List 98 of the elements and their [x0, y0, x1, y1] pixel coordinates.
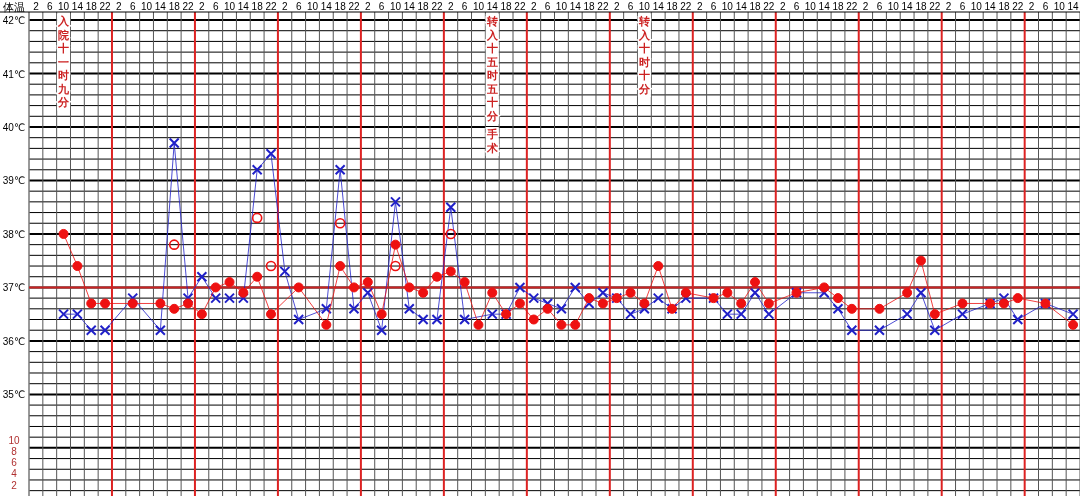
x-tick-label: 10 — [721, 1, 734, 12]
x-tick-label: 14 — [569, 1, 582, 12]
x-tick-label: 6 — [295, 1, 302, 12]
x-tick-label: 2 — [779, 1, 786, 12]
x-tick-label: 2 — [199, 1, 206, 12]
x-tick-label: 10 — [970, 1, 983, 12]
x-tick-label: 2 — [282, 1, 289, 12]
x-tick-label: 14 — [1067, 1, 1080, 12]
x-tick-label: 14 — [154, 1, 167, 12]
x-tick-label: 22 — [182, 1, 195, 12]
x-tick-label: 6 — [378, 1, 385, 12]
y2-tick-label: 2 — [11, 479, 18, 491]
x-tick-label: 6 — [461, 1, 468, 12]
x-tick-label: 18 — [334, 1, 347, 12]
y2-tick-label: 4 — [11, 468, 18, 480]
y-tick-label: 35℃ — [2, 389, 26, 401]
x-tick-label: 2 — [365, 1, 372, 12]
x-tick-label: 14 — [403, 1, 416, 12]
x-tick-label: 10 — [887, 1, 900, 12]
x-tick-label: 14 — [237, 1, 250, 12]
x-tick-label: 18 — [251, 1, 264, 12]
x-tick-label: 10 — [223, 1, 236, 12]
x-tick-label: 18 — [583, 1, 596, 12]
x-tick-label: 14 — [818, 1, 831, 12]
point — [168, 239, 180, 250]
y-tick-label: 38℃ — [2, 228, 26, 240]
x-tick-label: 22 — [929, 1, 941, 12]
point — [265, 260, 277, 272]
x-tick-label: 14 — [652, 1, 665, 12]
point — [334, 217, 346, 229]
y-tick-label: 41℃ — [2, 68, 26, 80]
x-tick-label: 10 — [1053, 1, 1066, 12]
x-tick-label: 6 — [544, 1, 551, 12]
x-tick-label: 22 — [514, 1, 526, 12]
x-tick-label: 2 — [862, 1, 869, 12]
x-tick-label: 18 — [832, 1, 844, 12]
x-tick-label: 22 — [265, 1, 278, 12]
x-tick-label: 10 — [555, 1, 568, 12]
x-tick-label: 6 — [876, 1, 883, 12]
y-tick-label: 39℃ — [2, 175, 26, 187]
x-tick-label: 6 — [129, 1, 136, 12]
x-tick-label: 22 — [348, 1, 360, 12]
x-tick-label: 22 — [763, 1, 775, 12]
x-tick-label: 2 — [116, 1, 123, 12]
x-tick-label: 18 — [749, 1, 762, 12]
x-tick-label: 14 — [901, 1, 914, 12]
x-tick-label: 18 — [915, 1, 927, 12]
y-tick-label: 42℃ — [2, 15, 26, 27]
x-tick-label: 10 — [472, 1, 485, 12]
x-tick-label: 6 — [1042, 1, 1049, 12]
x-tick-label: 10 — [804, 1, 817, 12]
x-tick-label: 14 — [735, 1, 748, 12]
x-tick-label: 2 — [945, 1, 952, 12]
x-tick-label: 6 — [959, 1, 966, 12]
x-tick-label: 18 — [998, 1, 1010, 12]
point — [390, 260, 401, 272]
annotation: 入院十一时九分 — [57, 14, 71, 111]
y2-tick-label: 10 — [8, 434, 20, 446]
point — [251, 212, 263, 224]
x-tick-label: 18 — [417, 1, 430, 12]
x-tick-label: 14 — [486, 1, 499, 12]
x-tick-label: 22 — [431, 1, 443, 12]
x-tick-label: 22 — [846, 1, 858, 12]
x-tick-label: 10 — [140, 1, 153, 12]
chart-title: 体温 — [3, 1, 25, 13]
x-tick-label: 6 — [793, 1, 800, 12]
x-tick-label: 18 — [85, 1, 98, 12]
x-tick-label: 18 — [168, 1, 181, 12]
x-tick-label: 14 — [984, 1, 997, 12]
y-tick-label: 36℃ — [2, 335, 26, 347]
x-tick-label: 2 — [33, 1, 40, 12]
x-tick-label: 22 — [1012, 1, 1024, 12]
x-tick-label: 14 — [71, 1, 84, 12]
x-tick-label: 2 — [530, 1, 537, 12]
x-tick-label: 2 — [696, 1, 703, 12]
y-tick-label: 37℃ — [2, 282, 26, 294]
x-tick-label: 2 — [613, 1, 620, 12]
x-tick-label: 18 — [666, 1, 679, 12]
x-tick-label: 2 — [448, 1, 454, 12]
annotation: 手术 — [485, 127, 499, 156]
x-tick-label: 22 — [597, 1, 609, 12]
y2-tick-label: 8 — [11, 445, 18, 457]
x-tick-label: 10 — [389, 1, 402, 12]
point — [445, 228, 457, 240]
x-tick-label: 22 — [99, 1, 112, 12]
x-tick-label: 10 — [306, 1, 319, 12]
x-tick-label: 18 — [500, 1, 513, 12]
x-tick-label: 6 — [46, 1, 53, 12]
x-tick-label: 6 — [627, 1, 634, 12]
x-tick-label: 6 — [212, 1, 219, 12]
y2-tick-label: 6 — [11, 457, 18, 469]
y-tick-label: 40℃ — [2, 121, 26, 133]
x-tick-label: 6 — [710, 1, 717, 12]
x-tick-label: 22 — [680, 1, 692, 12]
x-tick-label: 10 — [58, 1, 70, 12]
x-tick-label: 2 — [1028, 1, 1035, 12]
x-tick-label: 14 — [320, 1, 333, 12]
x-tick-label: 10 — [638, 1, 651, 12]
